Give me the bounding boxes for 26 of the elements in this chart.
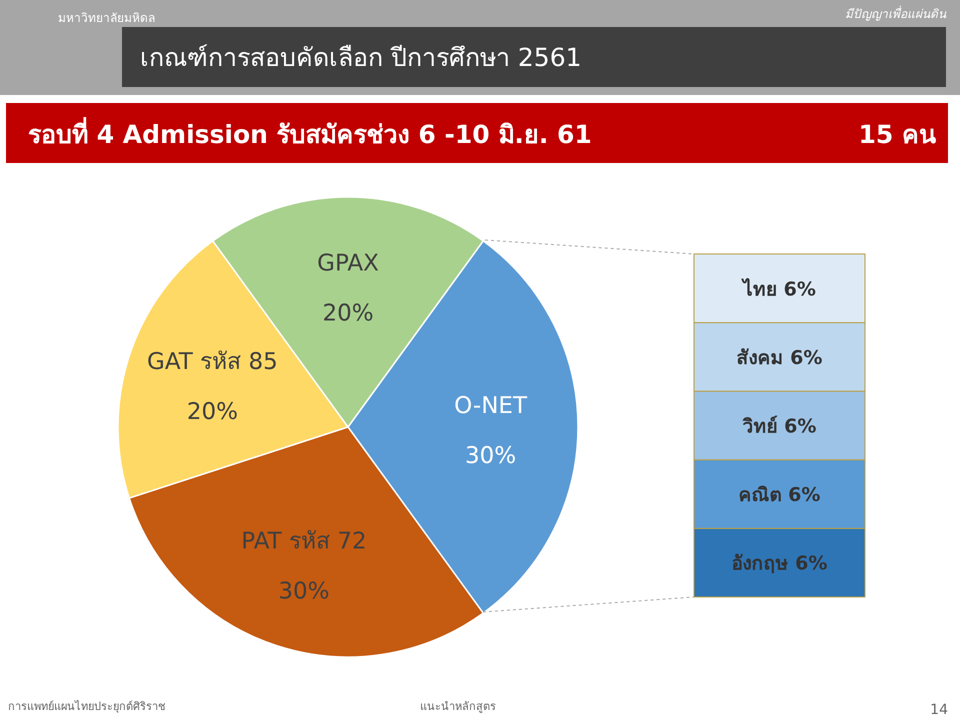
data-label: 20% — [322, 300, 374, 326]
series-label: คณิต — [738, 484, 782, 506]
series-label: ไทย — [743, 278, 778, 300]
text: มหาวิทยาลัยมหิดล — [58, 11, 155, 25]
data-label: 6% — [784, 278, 816, 300]
data-label: 6% — [795, 552, 828, 575]
slice-label: O-NET — [454, 393, 528, 419]
chart-title: เกณฑ์การสอบคัดเลือก ปีการศึกษา 2561 — [140, 43, 582, 72]
data-label: 6% — [784, 416, 816, 438]
text: แนะนำหลักสูตร — [420, 700, 496, 713]
text: มีปัญญาเพื่อแผ่นดิน — [845, 5, 947, 21]
series-label: อังกฤษ — [732, 552, 789, 575]
data-label: 30% — [465, 443, 516, 469]
text: การแพทย์แผนไทยประยุกต์ศิริราช — [8, 700, 165, 713]
chart-subtitle: รอบที่ 4 Admission รับสมัครช่วง 6 -10 มิ.ย. 61 — [28, 117, 592, 149]
series-label: วิทย์ — [742, 416, 778, 438]
data-label: 20% — [186, 398, 238, 425]
data-label: 6% — [788, 484, 820, 506]
slice-label: GPAX — [317, 250, 380, 276]
series-label: สังคม — [736, 346, 784, 369]
slice-label: PAT รหัส 72 — [241, 528, 367, 555]
text: 14 — [930, 702, 948, 718]
slice-label: GAT รหัส 85 — [147, 348, 278, 375]
text: 15 คน — [858, 120, 936, 149]
data-label: 30% — [278, 578, 330, 605]
data-label: 6% — [790, 346, 822, 369]
